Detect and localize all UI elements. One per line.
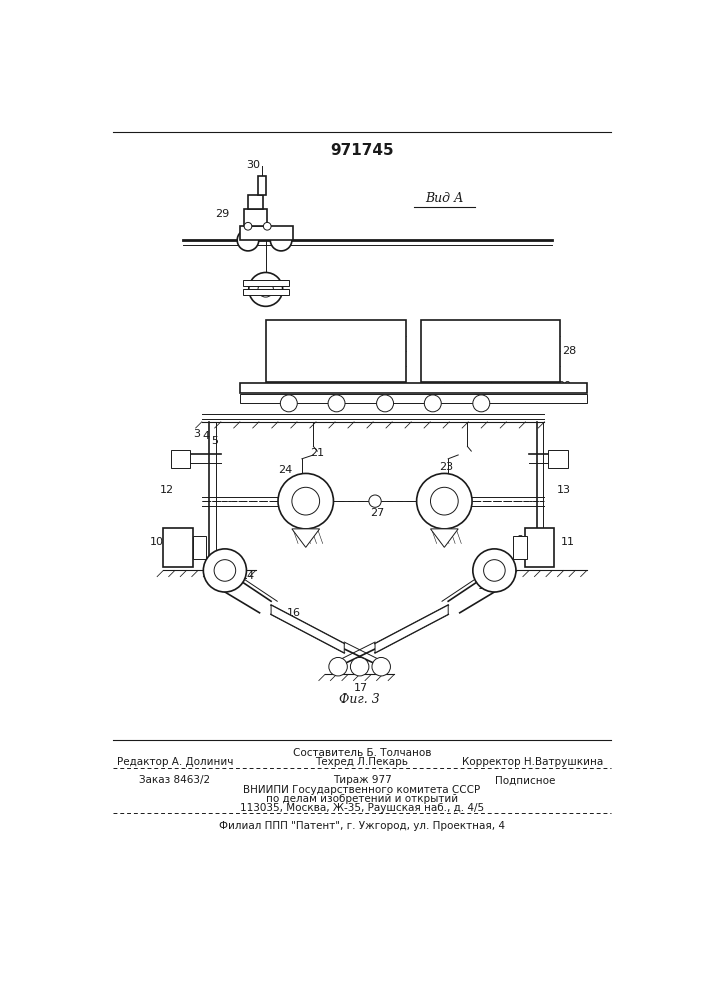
Text: Фиг. 3: Фиг. 3 [339,693,380,706]
Text: 9: 9 [516,535,523,545]
Text: Подписное: Подписное [495,775,556,785]
Text: 27: 27 [370,508,385,518]
Text: 24: 24 [279,465,293,475]
Bar [243,289,288,295]
Circle shape [369,495,381,507]
Bar [244,209,267,226]
Bar [240,226,293,240]
Bar [163,528,192,567]
Text: Редактор А. Долинич: Редактор А. Долинич [117,757,233,767]
Circle shape [258,282,274,297]
Circle shape [372,657,390,676]
Bar [240,383,587,393]
Text: 4: 4 [202,431,209,441]
Bar [248,195,264,209]
Circle shape [278,473,334,529]
Circle shape [204,549,247,592]
Circle shape [270,229,292,251]
Text: 28: 28 [562,346,576,356]
Polygon shape [375,605,448,653]
Text: 23: 23 [440,462,454,472]
Text: 12: 12 [160,485,174,495]
Circle shape [292,487,320,515]
Circle shape [424,395,441,412]
Text: 25: 25 [440,523,454,533]
Text: Корректор Н.Ватрушкина: Корректор Н.Ватрушкина [462,757,604,767]
Circle shape [214,560,235,581]
Text: 3: 3 [193,429,200,439]
Polygon shape [271,605,344,653]
Text: 8: 8 [173,535,180,545]
Text: Тираж 977: Тираж 977 [332,775,392,785]
Bar [192,536,206,559]
Text: Вид А: Вид А [425,192,464,205]
Text: 22: 22 [300,523,315,533]
Circle shape [351,657,369,676]
Text: Составитель Б. Толчанов: Составитель Б. Толчанов [293,748,431,758]
Text: Техред Л.Пекарь: Техред Л.Пекарь [315,757,409,767]
Text: 21: 21 [310,448,325,458]
Circle shape [484,560,506,581]
Text: ВНИИПИ Государственного комитета СССР: ВНИИПИ Государственного комитета СССР [243,785,481,795]
Circle shape [328,395,345,412]
Circle shape [473,395,490,412]
Bar [258,176,266,195]
Text: 17: 17 [354,683,368,693]
Text: 30: 30 [556,381,571,391]
Text: 14: 14 [241,571,255,581]
Text: 11: 11 [561,537,575,547]
Bar [240,394,587,403]
Text: 16: 16 [287,608,301,618]
Bar [171,450,190,468]
Circle shape [264,222,271,230]
Bar [266,320,406,382]
Text: 113035, Москва, Ж-35, Раушская наб., д. 4/5: 113035, Москва, Ж-35, Раушская наб., д. … [240,803,484,813]
Polygon shape [431,529,458,547]
Text: по делам изобретений и открытий: по делам изобретений и открытий [266,794,458,804]
Circle shape [249,272,283,306]
Bar [243,280,288,286]
Circle shape [377,395,394,412]
Circle shape [281,395,297,412]
Text: 5: 5 [211,436,218,446]
Bar [513,536,527,559]
Text: 971745: 971745 [330,143,394,158]
Circle shape [416,473,472,529]
Circle shape [473,549,516,592]
Polygon shape [292,529,320,547]
Circle shape [244,222,252,230]
Text: Заказ 8463/2: Заказ 8463/2 [139,775,211,785]
Text: 15: 15 [477,581,491,591]
Text: 30: 30 [246,160,260,170]
Circle shape [431,487,458,515]
Text: 10: 10 [149,537,163,547]
Text: Филиал ППП "Патент", г. Ужгород, ул. Проектная, 4: Филиал ППП "Патент", г. Ужгород, ул. Про… [219,821,505,831]
Bar [525,528,554,567]
Text: 13: 13 [556,485,571,495]
Text: 6: 6 [212,581,219,591]
Bar [421,320,560,382]
Bar [549,450,568,468]
Circle shape [329,657,347,676]
Text: 29: 29 [216,209,230,219]
Circle shape [238,229,259,251]
